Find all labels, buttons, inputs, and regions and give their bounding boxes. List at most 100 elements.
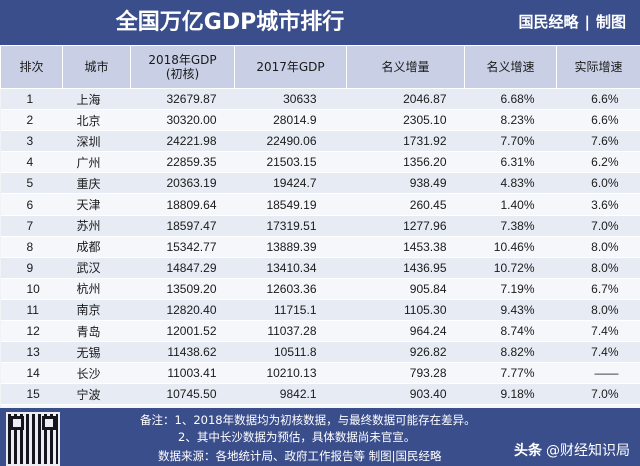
table-row: 7 苏州 18597.47 17319.51 1277.96 7.38% 7.0% <box>0 215 640 237</box>
cell-rank: 10 <box>0 278 63 300</box>
cell-gdp-2018: 15342.77 <box>130 236 235 258</box>
cell-rank: 8 <box>0 236 63 258</box>
header-real-growth: 实际增速 <box>556 45 640 89</box>
cell-nominal-growth: 9.43% <box>464 299 557 322</box>
cell-nominal-growth: 1.40% <box>464 193 557 216</box>
table-row: 13 无锡 11438.62 10511.8 926.82 8.82% 7.4% <box>0 341 640 364</box>
cell-rank: 5 <box>0 172 63 195</box>
cell-real-growth: 8.0% <box>556 236 640 258</box>
cell-nominal-increase: 1356.20 <box>346 151 465 174</box>
cell-nominal-growth: 8.82% <box>464 341 557 364</box>
cell-real-growth: —— <box>556 362 640 385</box>
cell-gdp-2017: 10210.13 <box>234 362 347 385</box>
cell-city: 宁波 <box>62 383 131 406</box>
cell-city: 苏州 <box>62 215 131 237</box>
cell-nominal-increase: 1731.92 <box>346 130 465 153</box>
cell-nominal-growth: 8.74% <box>464 320 557 343</box>
cell-nominal-increase: 260.45 <box>346 193 465 216</box>
cell-real-growth: 7.0% <box>556 215 640 237</box>
cell-real-growth: 7.4% <box>556 341 640 364</box>
cell-city: 上海 <box>62 88 131 111</box>
platform-watermark: 头条 @财经知识局 <box>514 440 630 460</box>
gdp-table: 排次 城市 2018年GDP (初核) 2017年GDP 名义增量 名义增速 实… <box>0 45 640 427</box>
cell-nominal-increase: 2046.87 <box>346 88 465 111</box>
cell-rank: 1 <box>0 88 63 111</box>
cell-gdp-2017: 19424.7 <box>234 172 347 195</box>
cell-nominal-growth: 10.72% <box>464 257 557 279</box>
cell-gdp-2017: 22490.06 <box>234 130 347 153</box>
cell-gdp-2017: 17319.51 <box>234 215 347 237</box>
cell-gdp-2018: 22859.35 <box>130 151 235 174</box>
cell-rank: 4 <box>0 151 63 174</box>
cell-nominal-increase: 903.40 <box>346 383 465 406</box>
account-name: @财经知识局 <box>546 443 630 459</box>
cell-real-growth: 3.6% <box>556 193 640 216</box>
cell-gdp-2018: 20363.19 <box>130 172 235 195</box>
cell-nominal-growth: 6.31% <box>464 151 557 174</box>
cell-gdp-2018: 10745.50 <box>130 383 235 406</box>
cell-rank: 2 <box>0 109 63 132</box>
cell-city: 杭州 <box>62 278 131 300</box>
cell-city: 南京 <box>62 299 131 322</box>
cell-city: 深圳 <box>62 130 131 153</box>
page-title: 全国万亿GDP城市排行 <box>115 10 345 35</box>
cell-real-growth: 6.6% <box>556 88 640 111</box>
cell-real-growth: 7.4% <box>556 320 640 343</box>
table-row: 4 广州 22859.35 21503.15 1356.20 6.31% 6.2% <box>0 151 640 174</box>
table-row: 3 深圳 24221.98 22490.06 1731.92 7.70% 7.6% <box>0 130 640 153</box>
cell-city: 青岛 <box>62 320 131 343</box>
cell-gdp-2018: 12001.52 <box>130 320 235 343</box>
cell-city: 广州 <box>62 151 131 174</box>
header-city: 城市 <box>62 45 131 89</box>
cell-rank: 7 <box>0 215 63 237</box>
cell-nominal-increase: 1277.96 <box>346 215 465 237</box>
qr-code-icon <box>6 412 60 466</box>
brand-separator: | <box>584 13 590 31</box>
cell-nominal-growth: 7.77% <box>464 362 557 385</box>
cell-gdp-2017: 12603.36 <box>234 278 347 300</box>
cell-gdp-2017: 11037.28 <box>234 320 347 343</box>
cell-city: 长沙 <box>62 362 131 385</box>
cell-real-growth: 6.2% <box>556 151 640 174</box>
cell-gdp-2017: 18549.19 <box>234 193 347 216</box>
table-row: 14 长沙 11003.41 10210.13 793.28 7.77% —— <box>0 362 640 385</box>
table-row: 12 青岛 12001.52 11037.28 964.24 8.74% 7.4% <box>0 320 640 343</box>
cell-rank: 9 <box>0 257 63 279</box>
cell-nominal-increase: 1105.30 <box>346 299 465 322</box>
table-body: 1 上海 32679.87 30633 2046.87 6.68% 6.6% 2 北京 30320… <box>0 88 640 427</box>
cell-gdp-2018: 18597.47 <box>130 215 235 237</box>
cell-nominal-increase: 1436.95 <box>346 257 465 279</box>
table-header-row: 排次 城市 2018年GDP (初核) 2017年GDP 名义增量 名义增速 实… <box>0 45 640 89</box>
cell-real-growth: 8.0% <box>556 257 640 279</box>
cell-nominal-increase: 793.28 <box>346 362 465 385</box>
cell-gdp-2018: 11438.62 <box>130 341 235 364</box>
cell-city: 北京 <box>62 109 131 132</box>
data-source: 数据来源：各地统计局、政府工作报告等 制图|国民经略 <box>158 449 442 463</box>
cell-rank: 12 <box>0 320 63 343</box>
table-row: 11 南京 12820.40 11715.1 1105.30 9.43% 8.0% <box>0 299 640 322</box>
cell-nominal-growth: 8.23% <box>464 109 557 132</box>
cell-real-growth: 6.0% <box>556 172 640 195</box>
title-bar: 全国万亿GDP城市排行 国民经略 | 制图 <box>0 0 640 45</box>
cell-real-growth: 6.6% <box>556 109 640 132</box>
footer-notes: 备注：1、2018年数据均为初核数据，与最终数据可能存在差异。 2、其中长沙数据… <box>140 412 476 446</box>
cell-city: 重庆 <box>62 172 131 195</box>
cell-real-growth: 6.7% <box>556 278 640 300</box>
cell-nominal-growth: 7.38% <box>464 215 557 237</box>
cell-gdp-2017: 30633 <box>234 88 347 111</box>
brand-label: 国民经略 | 制图 <box>518 0 626 45</box>
header-gdp-2018: 2018年GDP (初核) <box>130 45 235 89</box>
table-row: 9 武汉 14847.29 13410.34 1436.95 10.72% 8.0% <box>0 257 640 279</box>
cell-nominal-growth: 9.18% <box>464 383 557 406</box>
cell-gdp-2018: 24221.98 <box>130 130 235 153</box>
cell-nominal-growth: 4.83% <box>464 172 557 195</box>
cell-gdp-2018: 18809.64 <box>130 193 235 216</box>
cell-rank: 14 <box>0 362 63 385</box>
cell-gdp-2017: 10511.8 <box>234 341 347 364</box>
table-row: 2 北京 30320.00 28014.9 2305.10 8.23% 6.6% <box>0 109 640 132</box>
cell-gdp-2018: 32679.87 <box>130 88 235 111</box>
cell-gdp-2017: 28014.9 <box>234 109 347 132</box>
cell-gdp-2018: 12820.40 <box>130 299 235 322</box>
note-1: 备注：1、2018年数据均为初核数据，与最终数据可能存在差异。 <box>140 413 476 427</box>
cell-nominal-increase: 1453.38 <box>346 236 465 258</box>
